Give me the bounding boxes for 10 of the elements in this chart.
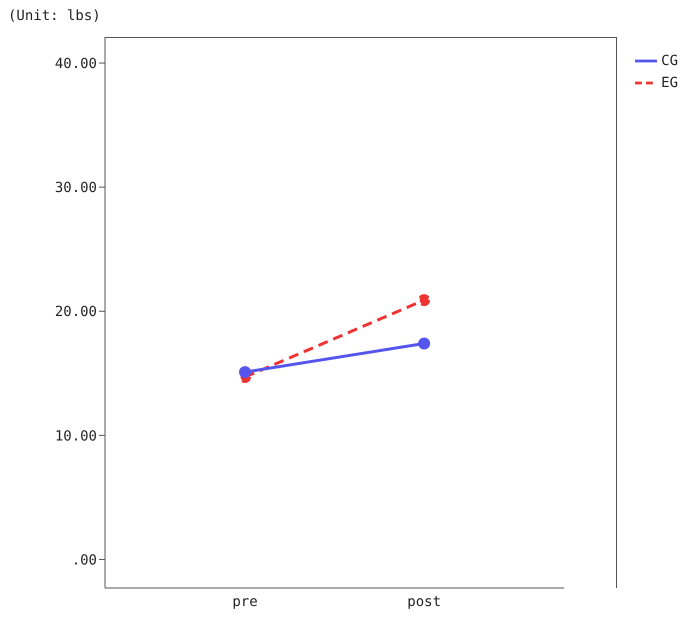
legend-label: CG bbox=[661, 52, 678, 69]
y-tick-label: 30.00 bbox=[54, 180, 97, 196]
y-tick-label: 10.00 bbox=[54, 428, 97, 444]
legend-label: EG bbox=[661, 74, 678, 91]
y-tick-label: 40.00 bbox=[54, 56, 97, 72]
y-tick-label: .00 bbox=[72, 552, 97, 568]
y-tick-label: 20.00 bbox=[54, 304, 97, 320]
x-tick-label: pre bbox=[232, 594, 258, 610]
y-axis-title: (Unit: lbs) bbox=[8, 8, 101, 24]
x-tick-label: post bbox=[407, 594, 441, 610]
